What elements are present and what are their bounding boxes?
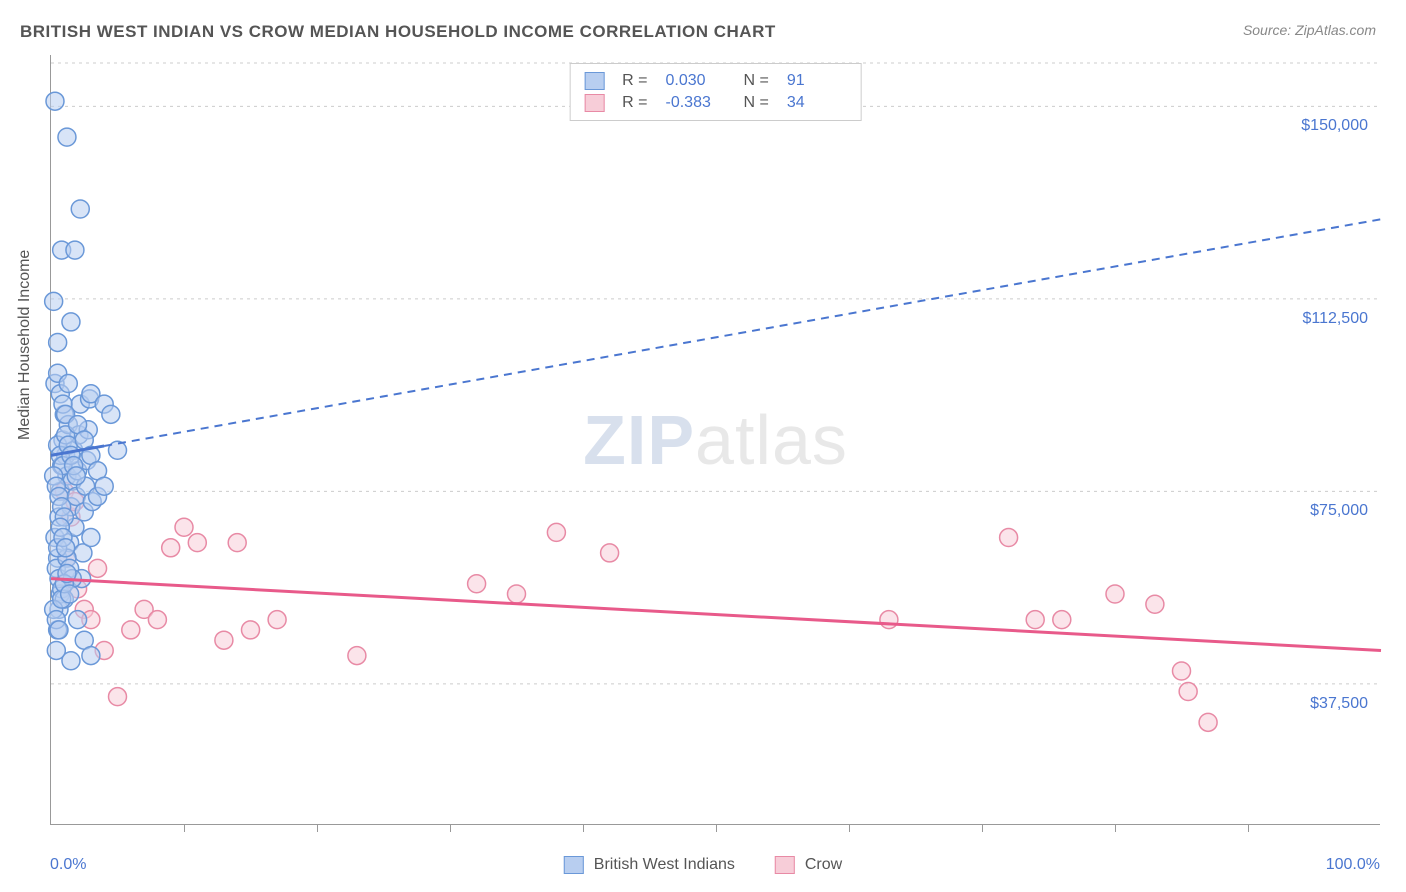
legend-item: Crow — [775, 856, 842, 874]
legend-row: R = -0.383 N = 34 — [584, 92, 847, 114]
y-tick-label: $150,000 — [1301, 117, 1368, 135]
data-point-b — [880, 611, 898, 629]
legend-r-value: -0.383 — [666, 94, 726, 112]
x-axis-min-label: 0.0% — [50, 856, 86, 874]
plot-svg — [51, 55, 1380, 824]
data-point-b — [175, 518, 193, 536]
data-point-b — [1199, 713, 1217, 731]
data-point-a — [67, 467, 85, 485]
data-point-b — [348, 647, 366, 665]
chart-title: BRITISH WEST INDIAN VS CROW MEDIAN HOUSE… — [20, 22, 776, 42]
correlation-legend: R = 0.030 N = 91 R = -0.383 N = 34 — [569, 63, 862, 121]
data-point-b — [1173, 662, 1191, 680]
x-tick — [317, 824, 318, 832]
data-point-a — [57, 539, 75, 557]
legend-row: R = 0.030 N = 91 — [584, 70, 847, 92]
data-point-b — [468, 575, 486, 593]
data-point-a — [82, 647, 100, 665]
data-point-a — [95, 477, 113, 495]
legend-r-label: R = — [622, 72, 647, 90]
legend-swatch — [564, 856, 584, 874]
legend-swatch — [584, 72, 604, 90]
data-point-b — [601, 544, 619, 562]
x-tick — [849, 824, 850, 832]
data-point-b — [1000, 529, 1018, 547]
legend-swatch — [775, 856, 795, 874]
data-point-b — [1053, 611, 1071, 629]
legend-n-label: N = — [744, 72, 769, 90]
legend-r-value: 0.030 — [666, 72, 726, 90]
data-point-a — [46, 92, 64, 110]
data-point-a — [71, 200, 89, 218]
legend-n-label: N = — [744, 94, 769, 112]
data-point-b — [1026, 611, 1044, 629]
trend-line-a-dashed — [104, 219, 1381, 446]
data-point-b — [1106, 585, 1124, 603]
series-legend: British West Indians Crow — [564, 856, 842, 874]
data-point-a — [62, 652, 80, 670]
plot-area: ZIPatlas R =0.030N =91R =-0.383N =34 $37… — [50, 55, 1380, 825]
data-point-a — [49, 333, 67, 351]
legend-n-value: 34 — [787, 94, 847, 112]
data-point-b — [1146, 595, 1164, 613]
data-point-b — [188, 534, 206, 552]
source-attribution: Source: ZipAtlas.com — [1243, 22, 1376, 38]
data-point-a — [58, 128, 76, 146]
data-point-b — [228, 534, 246, 552]
legend-n-value: 91 — [787, 72, 847, 90]
data-point-a — [45, 292, 63, 310]
data-point-b — [109, 688, 127, 706]
data-point-a — [66, 241, 84, 259]
data-point-b — [547, 523, 565, 541]
data-point-a — [69, 611, 87, 629]
data-point-a — [62, 313, 80, 331]
data-point-b — [89, 559, 107, 577]
x-tick — [1248, 824, 1249, 832]
legend-item: British West Indians — [564, 856, 735, 874]
y-tick-label: $75,000 — [1310, 502, 1368, 520]
trend-line-b — [51, 579, 1381, 651]
data-point-b — [508, 585, 526, 603]
data-point-a — [102, 405, 120, 423]
x-tick — [583, 824, 584, 832]
legend-r-label: R = — [622, 94, 647, 112]
x-tick — [982, 824, 983, 832]
legend-label: British West Indians — [594, 856, 735, 874]
x-tick — [1115, 824, 1116, 832]
data-point-a — [59, 375, 77, 393]
data-point-a — [82, 529, 100, 547]
x-tick — [184, 824, 185, 832]
data-point-b — [215, 631, 233, 649]
y-tick-label: $112,500 — [1302, 310, 1368, 328]
legend-label: Crow — [805, 856, 842, 874]
y-axis-label: Median Household Income — [16, 250, 34, 440]
x-axis-max-label: 100.0% — [1326, 856, 1380, 874]
data-point-b — [1179, 683, 1197, 701]
x-tick — [450, 824, 451, 832]
data-point-b — [268, 611, 286, 629]
x-tick — [716, 824, 717, 832]
data-point-b — [162, 539, 180, 557]
data-point-a — [61, 585, 79, 603]
legend-swatch — [584, 94, 604, 112]
data-point-a — [50, 621, 68, 639]
chart-container: BRITISH WEST INDIAN VS CROW MEDIAN HOUSE… — [0, 0, 1406, 892]
data-point-b — [122, 621, 140, 639]
y-tick-label: $37,500 — [1310, 695, 1368, 713]
data-point-b — [242, 621, 260, 639]
data-point-b — [148, 611, 166, 629]
